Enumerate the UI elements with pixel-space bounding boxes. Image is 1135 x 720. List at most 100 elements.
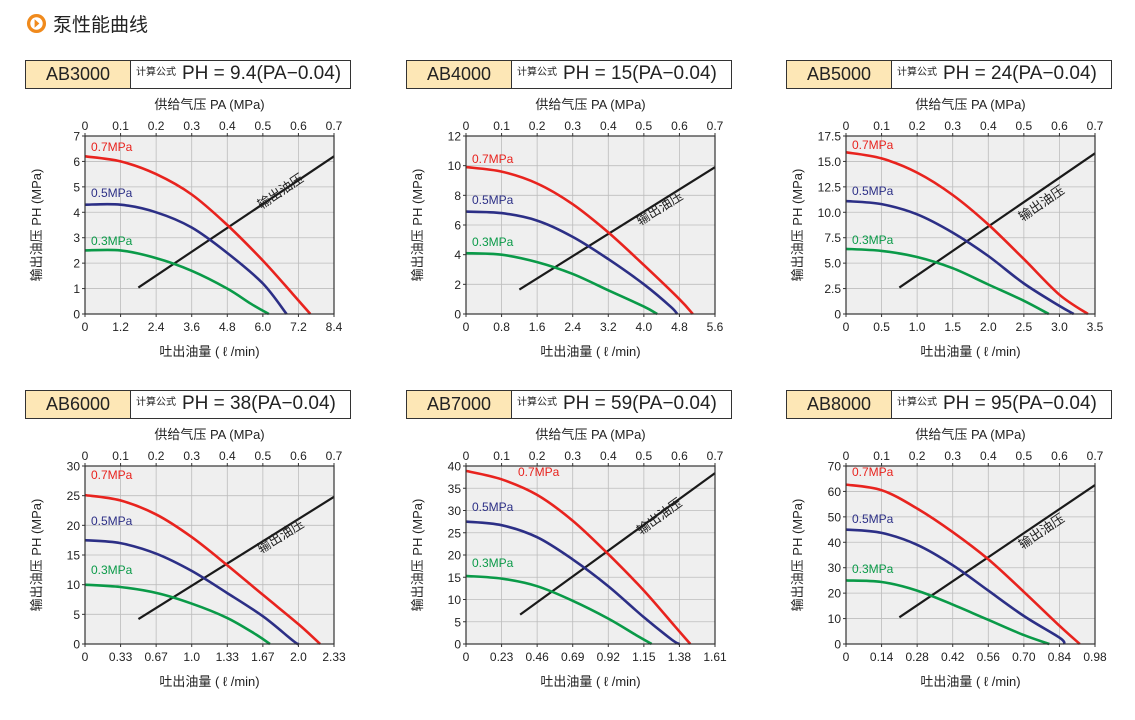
top-tick-label: 0.2 (148, 119, 165, 133)
plot-frame (845, 465, 1096, 645)
series-label: 0.3MPa (852, 562, 894, 576)
x-tick-label: 1.33 (216, 650, 240, 664)
chart-header: AB5000 计算公式 PH = 24(PA−0.04) (786, 60, 1112, 89)
top-tick-label: 0.7 (1087, 119, 1104, 133)
series-curve-03mpa (84, 583, 271, 646)
top-tick-label: 0.3 (183, 119, 200, 133)
y-tick-label: 17.5 (818, 130, 842, 144)
top-tick-label: 0.6 (290, 119, 307, 133)
series-curve-07mpa (84, 493, 321, 645)
plot-frame (84, 465, 335, 645)
top-tick-label: 0 (463, 119, 470, 133)
top-tick-label: 0 (82, 119, 89, 133)
series-curve-05mpa (465, 520, 681, 646)
series-label: 0.7MPa (91, 140, 133, 154)
x-tick-label: 0.46 (525, 650, 549, 664)
y-tick-label: 60 (828, 485, 842, 499)
output-pressure-line (898, 152, 1096, 289)
top-tick-label: 0.4 (219, 119, 236, 133)
top-tick-label: 0.4 (219, 449, 236, 463)
formula-label: 计算公式 (136, 397, 176, 408)
top-tick-label: 0.5 (636, 119, 653, 133)
x-tick-label: 3.6 (183, 320, 200, 334)
y-tick-label: 10 (448, 593, 462, 607)
chart-panel-ab7000: AB7000 计算公式 PH = 59(PA−0.04) 0 0.23 0.46 0.69 0… (406, 390, 766, 720)
series-curve-07mpa (845, 151, 1089, 316)
y-tick-label: 6 (73, 155, 80, 169)
y-axis-title: 输出油压 PH (MPa) (410, 499, 425, 612)
series-curve-05mpa (845, 199, 1075, 316)
top-tick-label: 0 (82, 449, 89, 463)
chart-header: AB4000 计算公式 PH = 15(PA−0.04) (406, 60, 732, 89)
top-axis-title: 供给气压 PA (MPa) (154, 97, 264, 112)
y-tick-label: 7.5 (824, 231, 841, 245)
x-tick-label: 3.2 (600, 320, 617, 334)
top-tick-label: 0.1 (873, 449, 890, 463)
x-tick-label: 0 (82, 320, 89, 334)
series-curve-03mpa (465, 574, 653, 646)
y-tick-label: 5 (73, 608, 80, 622)
series-label: 0.3MPa (472, 235, 514, 249)
top-axis-title: 供给气压 PA (MPa) (915, 427, 1025, 442)
top-tick-label: 0.6 (671, 449, 688, 463)
x-tick-label: 2.4 (564, 320, 581, 334)
y-tick-label: 50 (828, 510, 842, 524)
top-tick-label: 0.5 (1016, 449, 1033, 463)
y-tick-label: 10 (828, 612, 842, 626)
y-tick-label: 2.5 (824, 282, 841, 296)
top-tick-label: 0.2 (909, 449, 926, 463)
x-tick-label: 0.56 (977, 650, 1001, 664)
top-tick-label: 0.6 (671, 119, 688, 133)
top-tick-label: 0.4 (600, 449, 617, 463)
y-tick-label: 40 (828, 536, 842, 550)
y-tick-label: 5.0 (824, 257, 841, 271)
series-label: 0.5MPa (472, 500, 514, 514)
top-axis-title: 供给气压 PA (MPa) (535, 427, 645, 442)
y-tick-label: 2 (454, 278, 461, 292)
plot-frame (465, 135, 716, 315)
top-tick-label: 0.3 (564, 119, 581, 133)
pump-curve-chart: 0 0.14 0.28 0.42 0.56 0.70 0.84 0.980 0.1 0.2 0.3 0… (790, 427, 1107, 689)
x-tick-label: 1.67 (251, 650, 275, 664)
top-tick-label: 0.5 (255, 449, 272, 463)
x-tick-label: 2.0 (980, 320, 997, 334)
x-tick-label: 1.6 (529, 320, 546, 334)
y-tick-label: 4 (454, 248, 461, 262)
y-axis-title: 输出油压 PH (MPa) (29, 169, 44, 282)
y-tick-label: 2 (73, 257, 80, 271)
y-tick-label: 15 (448, 571, 462, 585)
top-tick-label: 0.7 (326, 119, 343, 133)
x-tick-label: 0.69 (561, 650, 585, 664)
pump-curve-chart: 0 0.8 1.6 2.4 3.2 4.0 4.8 5.6 0 0.1 0.2 0.3 0.4 0.5 0.… (410, 97, 724, 359)
x-tick-label: 2.33 (322, 650, 346, 664)
y-tick-label: 7 (73, 130, 80, 144)
x-axis-title: 吐出油量 ( ℓ /min) (159, 674, 259, 689)
y-tick-label: 20 (67, 519, 81, 533)
y-axis-title: 输出油压 PH (MPa) (29, 499, 44, 612)
output-pressure-line (137, 155, 335, 289)
x-axis-title: 吐出油量 ( ℓ /min) (920, 674, 1020, 689)
x-tick-label: 0.84 (1048, 650, 1072, 664)
x-tick-label: 3.0 (1051, 320, 1068, 334)
y-tick-label: 10 (448, 159, 462, 173)
chart-panel-ab6000: AB6000 计算公式 PH = 38(PA−0.04) 0 0.33 0.67 1.0 1.… (25, 390, 385, 720)
y-tick-label: 6 (454, 219, 461, 233)
series-curve-05mpa (465, 210, 679, 315)
formula: PH = 24(PA−0.04) (943, 63, 1097, 84)
plot-frame (465, 465, 716, 645)
formula-label: 计算公式 (517, 67, 557, 78)
x-tick-label: 1.5 (944, 320, 961, 334)
y-tick-label: 15 (67, 549, 81, 563)
x-tick-label: 1.0 (183, 650, 200, 664)
y-tick-label: 25 (67, 489, 81, 503)
top-tick-label: 0.4 (980, 449, 997, 463)
x-tick-label: 0.14 (870, 650, 894, 664)
y-axis-title: 输出油压 PH (MPa) (410, 169, 425, 282)
top-tick-label: 0.1 (112, 119, 129, 133)
formula: PH = 59(PA−0.04) (563, 393, 717, 414)
top-tick-label: 0.3 (183, 449, 200, 463)
series-label: 0.3MPa (472, 556, 514, 570)
top-axis-title: 供给气压 PA (MPa) (915, 97, 1025, 112)
x-tick-label: 2.4 (148, 320, 165, 334)
y-tick-label: 12 (448, 130, 462, 144)
